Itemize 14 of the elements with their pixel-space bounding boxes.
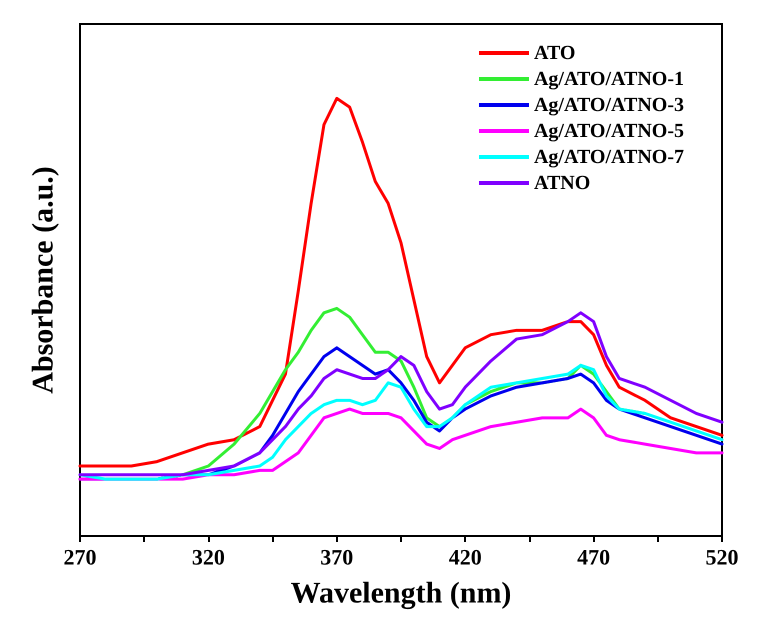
legend-label: Ag/ATO/ATNO-5: [534, 120, 684, 142]
x-tick-label: 270: [64, 544, 96, 570]
legend-label: Ag/ATO/ATNO-7: [534, 146, 684, 168]
legend-label: Ag/ATO/ATNO-3: [534, 94, 684, 116]
x-tick-label: 420: [448, 544, 482, 570]
x-tick-label: 520: [706, 544, 738, 570]
legend-label: ATNO: [534, 172, 590, 194]
legend-label: Ag/ATO/ATNO-1: [534, 68, 684, 90]
x-tick-label: 320: [192, 544, 225, 570]
x-tick-label: 370: [320, 544, 354, 570]
y-axis-title: Absorbance (a.u.): [26, 166, 60, 394]
x-axis-title: Wavelength (nm): [290, 576, 512, 610]
legend-label: ATO: [534, 42, 576, 64]
x-tick-label: 470: [577, 544, 610, 570]
